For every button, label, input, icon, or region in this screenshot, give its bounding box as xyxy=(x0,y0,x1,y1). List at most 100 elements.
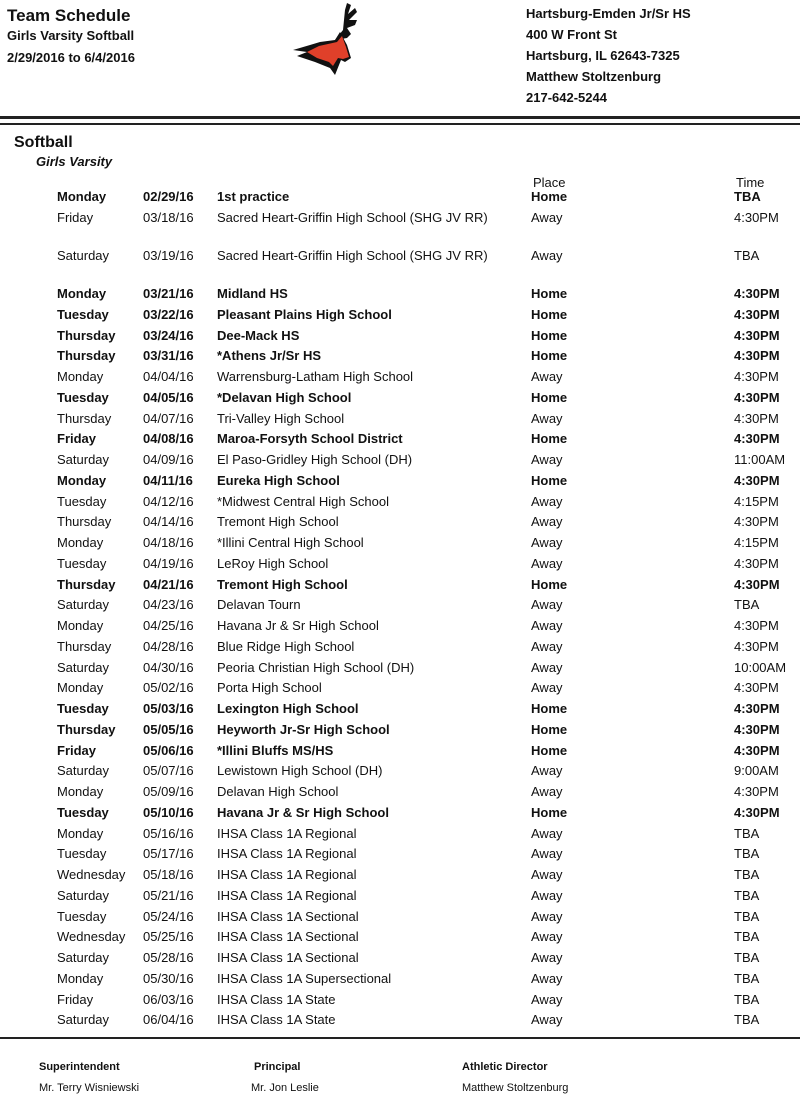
schedule-row: Monday 05/16/16 IHSA Class 1A Regional Away… xyxy=(0,826,800,846)
schedule-row: Monday 03/21/16 Midland HS Home 4:30PM xyxy=(0,286,800,306)
cell-time: 4:30PM xyxy=(734,389,780,405)
section-subtitle: Girls Varsity xyxy=(36,154,113,169)
schedule-row: Saturday 05/28/16 IHSA Class 1A Sectional A… xyxy=(0,950,800,970)
cell-place: Away xyxy=(531,908,563,924)
cell-day: Thursday xyxy=(57,576,116,592)
cell-day: Saturday xyxy=(57,452,110,467)
footer-role: Principal xyxy=(254,1061,301,1073)
contact-phone: 217-642-5244 xyxy=(526,90,607,105)
schedule-row: Tuesday 04/12/16 *Midwest Central High Sch… xyxy=(0,494,800,514)
date-range: 2/29/2016 to 6/4/2016 xyxy=(7,50,135,65)
schedule-row: Friday 06/03/16 IHSA Class 1A State Away TBA xyxy=(0,992,800,1012)
section-title: Softball xyxy=(14,134,73,151)
cell-day: Tuesday xyxy=(57,701,109,716)
cell-opponent: El Paso-Gridley High School (DH) xyxy=(217,452,413,467)
cell-time: TBA xyxy=(734,970,760,986)
cell-date: 05/30/16 xyxy=(143,970,194,986)
cell-time: 4:30PM xyxy=(734,369,779,384)
schedule-row: Saturday 05/07/16 Lewistown High School (D… xyxy=(0,763,800,783)
cell-date: 04/04/16 xyxy=(143,369,194,384)
cell-opponent: Warrensburg-Latham High School xyxy=(217,369,414,384)
cell-place: Away xyxy=(531,597,563,613)
cell-opponent: Dee-Mack HS xyxy=(217,327,300,343)
header-divider xyxy=(0,123,800,125)
cell-place: Away xyxy=(531,991,563,1007)
cell-opponent: *Delavan High School xyxy=(217,389,352,405)
cell-opponent: IHSA Class 1A Regional xyxy=(217,846,357,862)
cell-date: 04/09/16 xyxy=(143,452,194,467)
cell-day: Monday xyxy=(57,618,104,633)
footer-name: Mr. Terry Wisniewski xyxy=(39,1082,140,1094)
cell-place: Away xyxy=(531,950,563,965)
schedule-row: Monday 05/02/16 Porta High School Away 4:30P… xyxy=(0,680,800,700)
cell-place: Home xyxy=(531,348,568,364)
cell-date: 05/16/16 xyxy=(143,825,194,841)
cell-date: 04/25/16 xyxy=(143,618,194,633)
cell-time: TBA xyxy=(734,950,760,965)
page-title: Team Schedule xyxy=(7,6,131,25)
place-header: Place xyxy=(533,175,566,190)
schedule-row: Saturday 06/04/16 IHSA Class 1A State Away T… xyxy=(0,1012,800,1032)
cell-place: Home xyxy=(531,327,568,343)
cell-place: Away xyxy=(531,410,563,426)
cell-time: 4:30PM xyxy=(734,721,780,737)
cell-day: Friday xyxy=(57,210,94,225)
cell-opponent: Sacred Heart-Griffin High School (SHG JV… xyxy=(217,248,488,263)
cell-day: Monday xyxy=(57,286,107,301)
school-street: 400 W Front St xyxy=(526,27,618,42)
schedule-row: Monday 05/30/16 IHSA Class 1A Supersection… xyxy=(0,971,800,991)
cell-time: TBA xyxy=(734,991,760,1007)
cell-place: Away xyxy=(531,887,563,903)
cell-opponent: Porta High School xyxy=(217,680,322,696)
cell-time: 4:30PM xyxy=(734,327,780,343)
schedule-row: Friday 04/08/16 Maroa-Forsyth School Distr… xyxy=(0,431,800,451)
cell-day: Monday xyxy=(57,369,104,384)
cell-opponent: Pleasant Plains High School xyxy=(217,306,392,322)
cell-place: Home xyxy=(531,576,568,592)
cell-opponent: Lewistown High School (DH) xyxy=(217,763,383,779)
cell-date: 05/09/16 xyxy=(143,784,194,799)
cell-day: Tuesday xyxy=(57,555,107,571)
cell-time: 4:30PM xyxy=(734,804,780,820)
cell-place: Away xyxy=(531,248,563,263)
cell-day: Tuesday xyxy=(57,846,107,862)
schedule-row: Thursday 04/28/16 Blue Ridge High School Aw… xyxy=(0,639,800,659)
cell-day: Monday xyxy=(57,472,107,488)
cell-date: 04/12/16 xyxy=(143,493,194,509)
schedule-row: Friday 05/06/16 *Illini Bluffs MS/HS Home 4:… xyxy=(0,743,800,763)
cell-place: Home xyxy=(531,389,568,405)
cell-opponent: Tremont High School xyxy=(217,576,348,592)
schedule-row: Tuesday 05/03/16 Lexington High School Home… xyxy=(0,701,800,721)
cell-time: 4:30PM xyxy=(734,431,780,447)
cell-time: 11:00AM xyxy=(734,452,786,467)
cell-date: 03/31/16 xyxy=(143,348,194,364)
cell-date: 05/24/16 xyxy=(143,908,194,924)
cell-day: Saturday xyxy=(57,659,110,675)
cell-time: 4:30PM xyxy=(734,514,779,530)
cell-date: 05/21/16 xyxy=(143,887,194,903)
cell-time: TBA xyxy=(734,248,760,263)
cell-opponent: IHSA Class 1A Regional xyxy=(217,825,357,841)
cell-opponent: 1st practice xyxy=(217,189,290,204)
cell-place: Home xyxy=(531,701,568,716)
cell-place: Home xyxy=(531,431,568,447)
cell-day: Monday xyxy=(57,784,104,799)
cell-day: Thursday xyxy=(57,514,112,530)
schedule-row: Thursday 04/07/16 Tri-Valley High School Aw… xyxy=(0,411,800,431)
cell-opponent: Lexington High School xyxy=(217,701,359,716)
cell-day: Thursday xyxy=(57,410,112,426)
cell-time: 4:30PM xyxy=(734,618,779,633)
cell-date: 04/18/16 xyxy=(143,535,194,550)
cell-day: Monday xyxy=(57,189,107,204)
cell-date: 03/24/16 xyxy=(143,327,194,343)
cell-date: 05/17/16 xyxy=(143,846,194,862)
cell-place: Away xyxy=(531,535,563,550)
cell-day: Tuesday xyxy=(57,306,109,322)
cell-day: Friday xyxy=(57,742,97,758)
schedule-row: Friday 03/18/16 Sacred Heart-Griffin High … xyxy=(0,210,800,230)
schedule-row: Monday 04/11/16 Eureka High School Home 4:30… xyxy=(0,473,800,493)
cell-date: 05/10/16 xyxy=(143,804,194,820)
cell-opponent: Heyworth Jr-Sr High School xyxy=(217,721,390,737)
cell-date: 05/07/16 xyxy=(143,763,194,779)
cell-opponent: IHSA Class 1A Sectional xyxy=(217,950,359,965)
